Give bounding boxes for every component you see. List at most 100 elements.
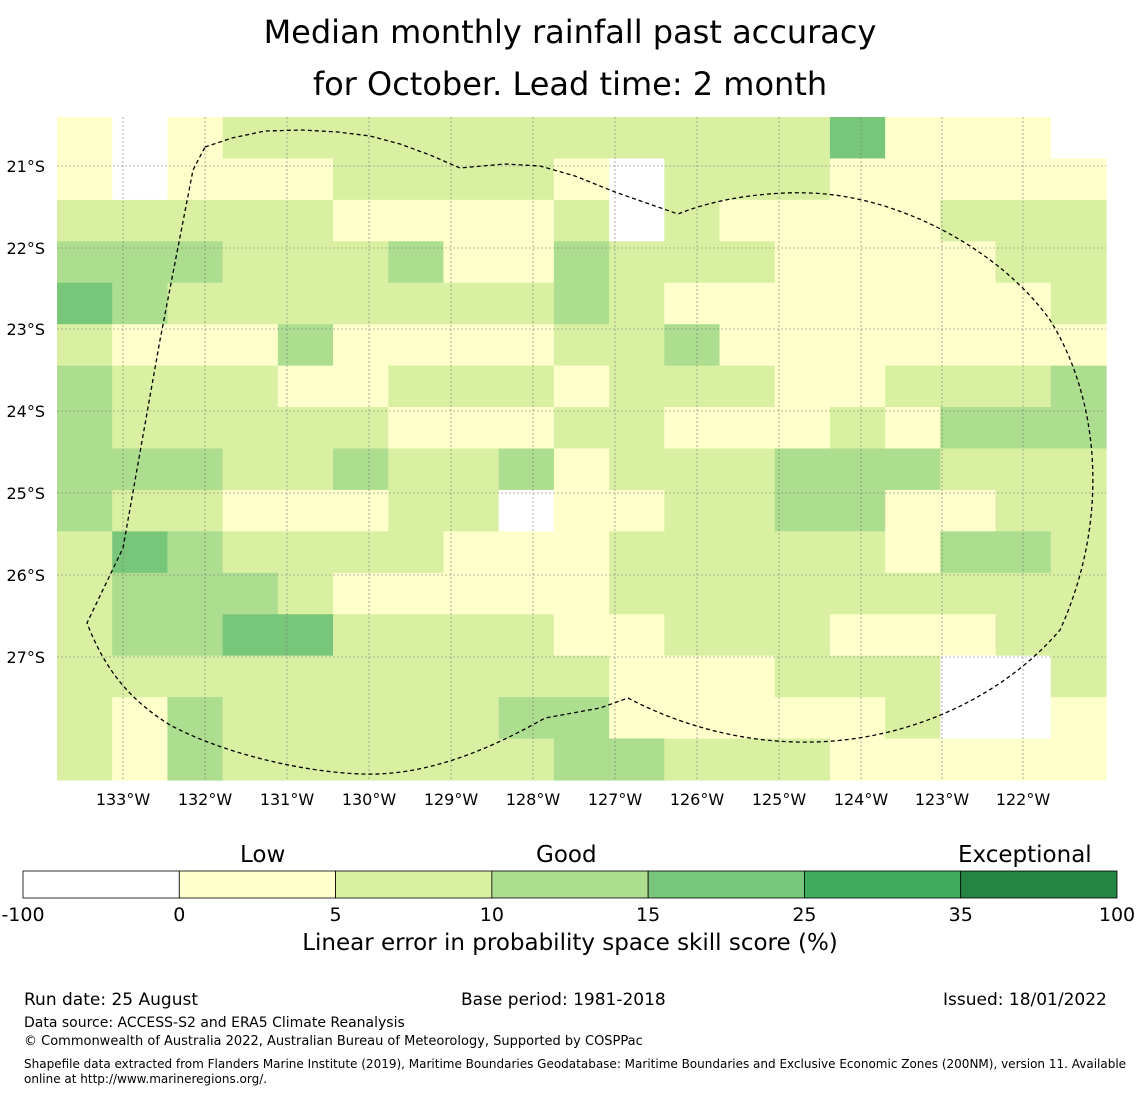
grid-cell	[112, 738, 169, 781]
grid-cell	[1050, 448, 1107, 491]
grid-cell	[609, 738, 665, 781]
grid-cell	[719, 158, 776, 201]
grid-cell	[333, 655, 389, 698]
grid-cell	[388, 697, 445, 740]
grid-cell	[774, 282, 831, 325]
grid-cell	[553, 282, 610, 325]
grid-cell	[885, 241, 941, 284]
grid-cell	[774, 407, 831, 450]
longitude-label: 128°W	[506, 790, 561, 809]
grid-cell	[719, 282, 776, 325]
grid-cell	[553, 199, 610, 242]
grid-cell	[388, 324, 445, 367]
grid-cell	[333, 572, 389, 615]
grid-cell	[1050, 572, 1107, 615]
grid-cell	[719, 117, 776, 160]
grid-cell	[167, 365, 224, 408]
grid-cell	[57, 241, 113, 284]
grid-cell	[222, 407, 279, 450]
grid-cell	[829, 448, 886, 491]
grid-cell	[609, 572, 665, 615]
grid-cell	[57, 489, 113, 532]
grid-cell	[333, 158, 389, 201]
colorbar-segment	[22, 870, 180, 899]
grid-cell	[57, 531, 113, 574]
grid-cell	[1050, 365, 1107, 408]
grid-cell	[333, 324, 389, 367]
grid-cell	[885, 117, 941, 160]
grid-cell	[498, 697, 555, 740]
grid-cell	[940, 531, 997, 574]
grid-cell	[719, 241, 776, 284]
grid-cell	[222, 489, 279, 532]
grid-cell	[57, 655, 113, 698]
grid-cell	[553, 365, 610, 408]
grid-cell	[719, 407, 776, 450]
grid-cell	[829, 738, 886, 781]
grid-cell	[112, 655, 169, 698]
grid-cell	[388, 489, 445, 532]
grid-cell	[222, 572, 279, 615]
grid-cell	[1050, 531, 1107, 574]
colorbar-segment	[804, 870, 962, 899]
grid-cell	[277, 655, 334, 698]
grid-cell	[277, 282, 334, 325]
grid-cell	[498, 614, 555, 657]
grid-cell	[553, 614, 610, 657]
grid-cell	[664, 531, 721, 574]
grid-cell	[774, 655, 831, 698]
colorbar-tick-label: -100	[1, 904, 44, 926]
run-date: Run date: 25 August	[24, 990, 198, 1010]
longitude-label: 122°W	[996, 790, 1051, 809]
grid-cell	[388, 282, 445, 325]
grid-cell	[609, 697, 665, 740]
grid-cell	[443, 282, 500, 325]
grid-cell	[1050, 241, 1107, 284]
longitude-label: 131°W	[260, 790, 315, 809]
grid-cell	[774, 738, 831, 781]
grid-cell	[443, 117, 500, 160]
grid-cell	[388, 407, 445, 450]
category-exceptional: Exceptional	[958, 842, 1092, 868]
grid-cell	[112, 407, 169, 450]
grid-cell	[664, 572, 721, 615]
grid-cell	[774, 241, 831, 284]
grid-cell	[1050, 738, 1107, 781]
grid-cell	[774, 448, 831, 491]
grid-cell	[443, 489, 500, 532]
grid-cell	[498, 117, 555, 160]
title-line-2: for October. Lead time: 2 month	[312, 65, 828, 103]
grid-cell	[333, 614, 389, 657]
data-source: Data source: ACCESS-S2 and ERA5 Climate …	[24, 1015, 405, 1031]
grid-cell	[167, 489, 224, 532]
grid-cell	[885, 489, 941, 532]
grid-cell	[443, 407, 500, 450]
grid-cell	[57, 365, 113, 408]
grid-cell	[1050, 614, 1107, 657]
grid-cell	[57, 117, 113, 160]
base-period: Base period: 1981-2018	[461, 990, 666, 1010]
grid-cell	[609, 158, 665, 201]
grid-cell	[498, 365, 555, 408]
grid-cell	[112, 117, 169, 160]
colorbar-segment	[960, 870, 1118, 899]
grid-cell	[995, 572, 1052, 615]
colorbar-segment	[647, 870, 805, 899]
colorbar-tick-label: 15	[636, 904, 660, 926]
grid-cell	[885, 282, 941, 325]
grid-cell	[333, 448, 389, 491]
grid-cell	[609, 655, 665, 698]
grid-cell	[609, 531, 665, 574]
grid-cell	[553, 324, 610, 367]
grid-cell	[553, 738, 610, 781]
grid-cell	[1050, 282, 1107, 325]
grid-cell	[553, 531, 610, 574]
grid-cell	[167, 324, 224, 367]
grid-cell	[443, 365, 500, 408]
grid-cell	[719, 199, 776, 242]
grid-cell	[940, 117, 997, 160]
grid-cell	[277, 158, 334, 201]
longitude-label: 133°W	[96, 790, 151, 809]
grid-cell	[719, 738, 776, 781]
grid-cell	[167, 241, 224, 284]
